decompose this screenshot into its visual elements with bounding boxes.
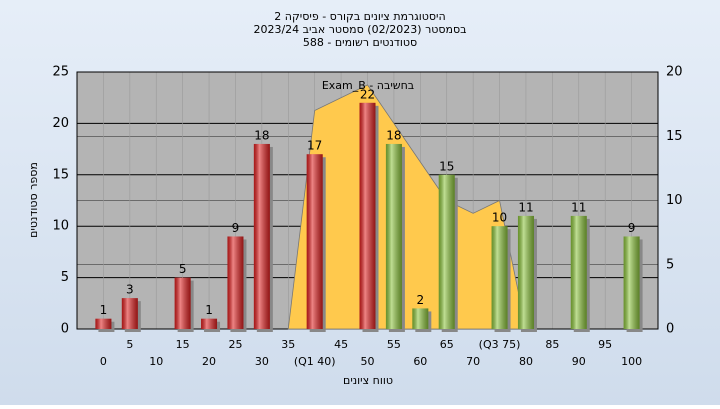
x-tick-label: 100 (621, 355, 642, 368)
x-tick-label: 45 (334, 338, 348, 351)
x-tick-label: 50 (361, 355, 375, 368)
y-axis-label: מספר סטודנטים (27, 162, 40, 238)
value-label: 17 (307, 139, 322, 153)
y-tick-label: 5 (61, 270, 69, 285)
x-tick-label: 30 (255, 355, 269, 368)
x-tick-label: 95 (598, 338, 612, 351)
value-label: 1 (100, 303, 108, 317)
value-label: 2 (416, 293, 424, 307)
bar-shine (517, 215, 534, 329)
y2-tick-label: 15 (666, 129, 683, 144)
bar-shine (623, 236, 640, 329)
x-tick-label: 20 (202, 355, 216, 368)
value-label: 9 (628, 221, 636, 235)
value-label: 1 (205, 303, 213, 317)
y-tick-label: 0 (61, 322, 69, 337)
x-tick-label: 25 (228, 338, 242, 351)
x-tick-label: 60 (413, 355, 427, 368)
value-label: 18 (254, 128, 269, 142)
y-tick-label: 10 (52, 219, 69, 234)
x-tick-label: 35 (281, 338, 295, 351)
x-tick-label: 0 (100, 355, 107, 368)
x-tick-label: 55 (387, 338, 401, 351)
x-tick-label: 70 (466, 355, 480, 368)
y-tick-label: 15 (52, 167, 69, 182)
title-line: היסטוגרמת ציונים בקורס - פיסיקה 2 (274, 10, 445, 23)
bar-shine (174, 277, 191, 329)
annotation: Exam_B - בחשיבה (322, 79, 414, 92)
value-label: 11 (571, 200, 586, 214)
value-label: 10 (492, 211, 507, 225)
bar-shine (570, 215, 587, 329)
y-tick-label: 20 (52, 116, 69, 131)
title-line: בסמסטר (02/2023) סמסטר אביב 2023/24 (253, 23, 466, 36)
x-tick-label: 10 (149, 355, 163, 368)
bar-shine (438, 174, 455, 329)
value-label: 9 (232, 221, 240, 235)
title-line: סטודנטים רשומים - 588 (303, 36, 417, 49)
value-label: 22 (360, 87, 375, 101)
value-label: 11 (518, 200, 533, 214)
bar-shine (227, 236, 244, 329)
y2-tick-label: 0 (666, 322, 674, 337)
value-label: 5 (179, 262, 187, 276)
x-tick-label: 90 (572, 355, 586, 368)
y2-tick-label: 20 (666, 65, 683, 80)
y2-tick-label: 5 (666, 257, 674, 272)
x-tick-label: 85 (545, 338, 559, 351)
bar-shine (121, 298, 138, 329)
y2-tick-label: 10 (666, 193, 683, 208)
value-label: 15 (439, 159, 454, 173)
bar-shine (491, 226, 508, 329)
bar-shine (412, 308, 429, 329)
x-tick-label: (Q1 40) (294, 355, 336, 368)
bar-shine (385, 143, 402, 329)
x-tick-label: (Q3 75) (479, 338, 521, 351)
value-label: 18 (386, 128, 401, 142)
bar-shine (306, 154, 323, 329)
x-tick-label: 65 (440, 338, 454, 351)
bar-shine (95, 318, 112, 329)
x-tick-label: 15 (176, 338, 190, 351)
bar-shine (253, 143, 270, 329)
y-tick-label: 25 (52, 65, 69, 80)
x-tick-label: 5 (126, 338, 133, 351)
x-axis-label: טווח ציונים (343, 374, 393, 387)
value-label: 3 (126, 283, 134, 297)
bar-shine (359, 102, 376, 329)
bar-shine (201, 318, 218, 329)
x-tick-label: 80 (519, 355, 533, 368)
